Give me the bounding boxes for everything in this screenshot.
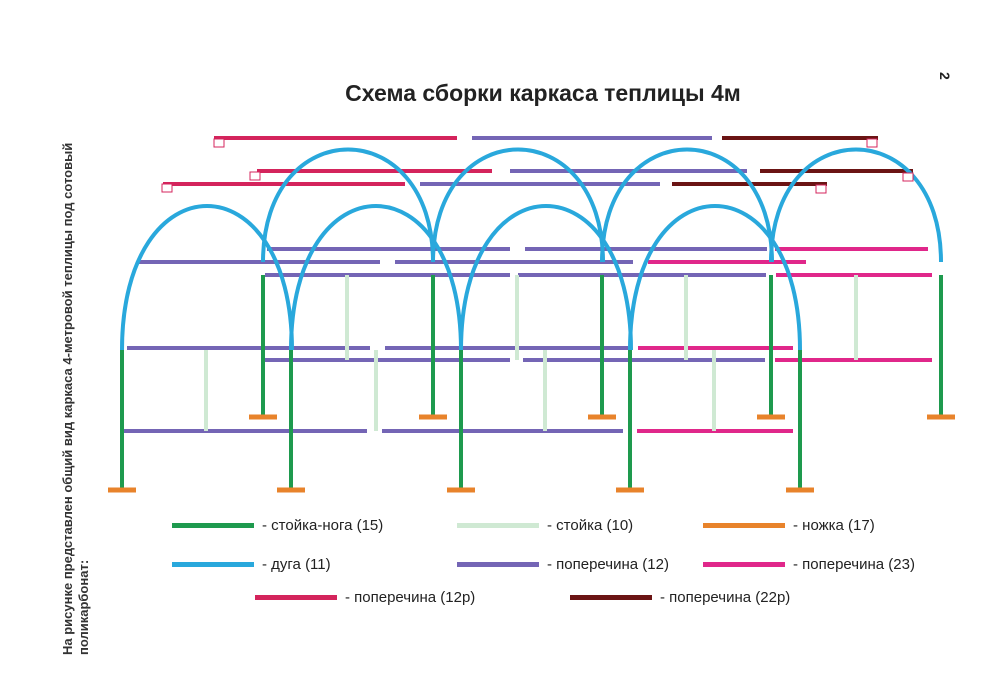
arch-duga: [459, 204, 633, 351]
legend-swatch: [457, 561, 539, 567]
legend-swatch: [457, 522, 539, 528]
legend-item-duga: - дуга (11): [172, 554, 331, 574]
legend-swatch: [172, 561, 254, 567]
page-number: 2: [937, 72, 953, 80]
legend-swatch: [172, 522, 254, 528]
arch-duga: [289, 204, 463, 351]
connector-marker: [815, 184, 827, 194]
legend-swatch: [703, 561, 785, 567]
arch-duga: [600, 147, 774, 263]
connector-marker: [249, 171, 261, 181]
connector-marker: [161, 183, 173, 193]
connector-marker: [902, 172, 914, 182]
legend-item-poperechina-12r: - поперечина (12р): [255, 587, 475, 607]
diagram-title: Схема сборки каркаса теплицы 4м: [345, 80, 741, 106]
legend-swatch: [570, 594, 652, 600]
legend-label: - поперечина (12р): [345, 588, 476, 606]
connector-marker: [213, 138, 225, 148]
legend-label: - поперечина (12): [547, 555, 669, 573]
legend-item-poperechina-23: - поперечина (23): [703, 554, 915, 574]
legend-item-nozhka: - ножка (17): [703, 515, 875, 535]
legend-label: - ножка (17): [793, 516, 875, 534]
legend-swatch: [703, 522, 785, 528]
side-caption: На рисунке представлен общий вид каркаса…: [60, 142, 91, 655]
legend-label: - дуга (11): [262, 555, 331, 573]
legend-label: - поперечина (23): [793, 555, 915, 573]
arch-duga: [120, 204, 294, 351]
arch-duga: [769, 147, 943, 263]
legend-item-stoyka: - стойка (10): [457, 515, 633, 535]
legend-swatch: [255, 594, 337, 600]
legend-item-poperechina-12: - поперечина (12): [457, 554, 669, 574]
legend-label: - стойка (10): [547, 516, 634, 534]
arch-duga: [628, 204, 802, 351]
arch-duga: [431, 147, 605, 263]
arch-duga: [261, 147, 435, 263]
legend-label: - стойка-нога (15): [262, 516, 384, 534]
legend-label: - поперечина (22р): [660, 588, 791, 606]
legend-item-poperechina-22r: - поперечина (22р): [570, 587, 790, 607]
connector-marker: [866, 138, 878, 148]
legend-item-stoyka-noga: - стойка-нога (15): [172, 515, 383, 535]
